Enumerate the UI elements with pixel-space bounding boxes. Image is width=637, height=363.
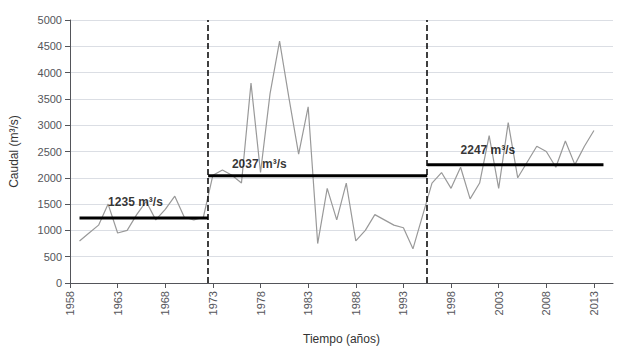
svg-text:2013: 2013 (588, 291, 600, 315)
svg-text:2037 m³/s: 2037 m³/s (232, 157, 287, 171)
svg-text:3500: 3500 (38, 93, 62, 105)
svg-text:Caudal (m³/s): Caudal (m³/s) (7, 115, 21, 188)
svg-text:500: 500 (44, 251, 62, 263)
svg-text:1235 m³/s: 1235 m³/s (108, 195, 163, 209)
svg-text:3000: 3000 (38, 119, 62, 131)
svg-text:1963: 1963 (112, 291, 124, 315)
svg-text:1500: 1500 (38, 198, 62, 210)
svg-text:0: 0 (56, 277, 62, 289)
svg-text:1998: 1998 (445, 291, 457, 315)
svg-text:4000: 4000 (38, 67, 62, 79)
svg-text:2000: 2000 (38, 172, 62, 184)
svg-text:1973: 1973 (207, 291, 219, 315)
svg-text:1993: 1993 (397, 291, 409, 315)
svg-text:1000: 1000 (38, 224, 62, 236)
svg-text:2003: 2003 (493, 291, 505, 315)
svg-text:4500: 4500 (38, 40, 62, 52)
svg-text:2500: 2500 (38, 146, 62, 158)
svg-text:2247 m³/s: 2247 m³/s (461, 143, 516, 157)
svg-text:Tiempo (años): Tiempo (años) (303, 332, 380, 346)
svg-text:1968: 1968 (159, 291, 171, 315)
svg-text:1983: 1983 (302, 291, 314, 315)
svg-text:1958: 1958 (64, 291, 76, 315)
svg-text:5000: 5000 (38, 14, 62, 26)
svg-text:1978: 1978 (255, 291, 267, 315)
svg-text:1988: 1988 (350, 291, 362, 315)
svg-text:2008: 2008 (540, 291, 552, 315)
